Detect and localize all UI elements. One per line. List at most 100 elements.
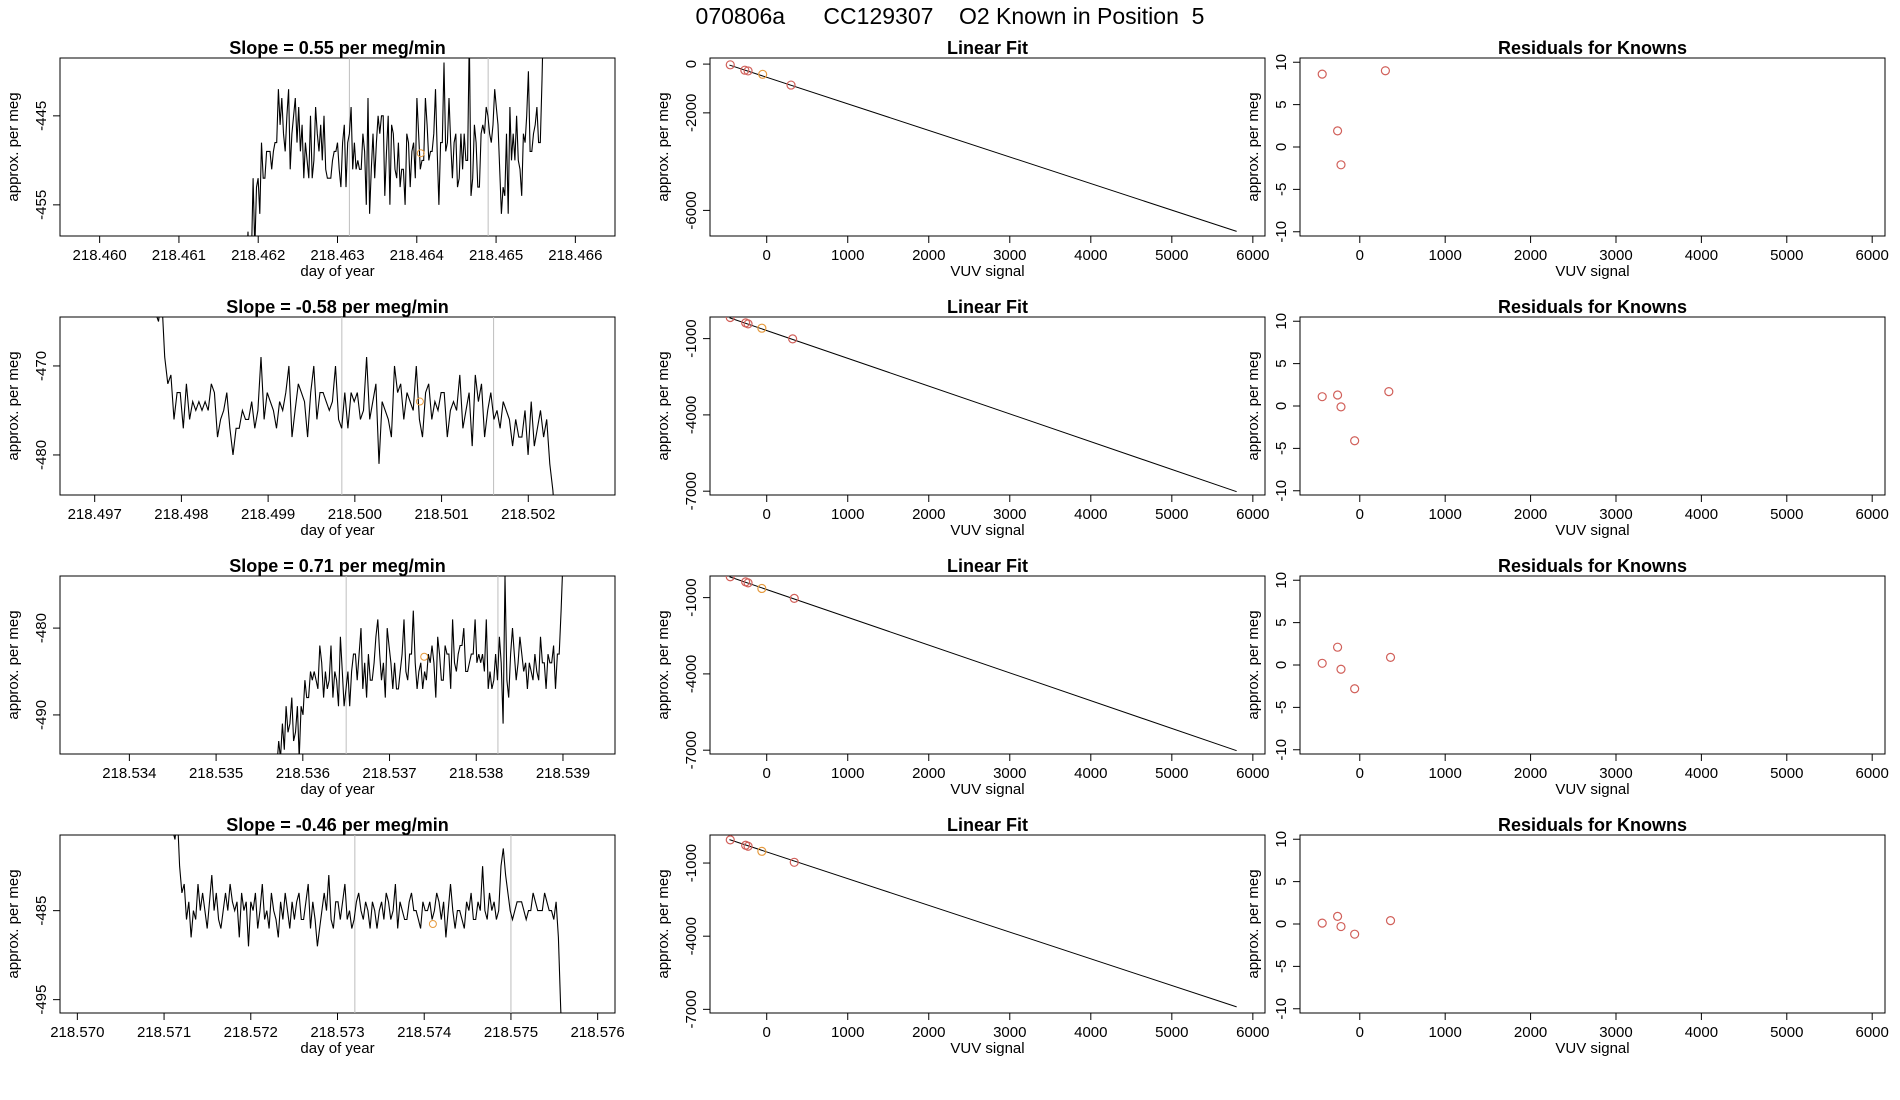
chart-title: Linear Fit <box>947 815 1028 835</box>
residual-point <box>1332 390 1343 400</box>
plot-frame <box>709 834 1266 1014</box>
chart-panel-6: Residuals for Knowns 0 1000 2000 3000 4000 500… <box>1245 297 1889 539</box>
x-tick-label: 218.501 <box>414 506 468 523</box>
x-tick-label: 1000 <box>831 765 864 782</box>
y-tick-label: 0 <box>1273 402 1290 410</box>
chart-panel-10: Slope = -0.46 per meg/min 218.570 218.571 2… <box>5 815 625 1057</box>
x-axis-label: VUV signal <box>1555 781 1629 798</box>
x-tick-label: 3000 <box>993 247 1026 264</box>
x-tick-label: 5000 <box>1155 765 1188 782</box>
y-tick-label: -495 <box>33 985 50 1015</box>
fit-line <box>729 317 1237 493</box>
x-tick-label: 6000 <box>1856 506 1889 523</box>
residual-point <box>1385 652 1396 662</box>
chart-panel-7: Slope = 0.71 per meg/min 218.534 218.535 21… <box>5 556 616 798</box>
y-tick-label: -6000 <box>683 191 700 229</box>
x-tick-label: 2000 <box>912 765 945 782</box>
y-tick-label: 5 <box>1273 877 1290 885</box>
series-line <box>277 576 563 754</box>
data-point <box>725 576 735 582</box>
chart-panel-5: Linear Fit 0 1000 2000 3000 4000 5000 6000 -1000… <box>655 297 1270 539</box>
highlight-point <box>415 397 424 406</box>
x-tick-label: 6000 <box>1236 1024 1269 1041</box>
chart-title: Slope = 0.71 per meg/min <box>229 556 446 576</box>
x-tick-label: 1000 <box>1428 1024 1461 1041</box>
chart-title: Slope = -0.58 per meg/min <box>226 297 449 317</box>
x-tick-label: 4000 <box>1685 506 1718 523</box>
x-tick-label: 218.571 <box>137 1024 191 1041</box>
y-tick-label: -5 <box>1273 701 1290 714</box>
y-axis-label: approx. per meg <box>5 610 22 719</box>
x-tick-label: 0 <box>1356 765 1364 782</box>
x-tick-label: 4000 <box>1074 765 1107 782</box>
x-tick-label: 1000 <box>1428 506 1461 523</box>
x-tick-label: 218.500 <box>328 506 382 523</box>
x-tick-label: 2000 <box>1514 506 1547 523</box>
x-tick-label: 218.465 <box>469 247 523 264</box>
highlight-point <box>420 652 429 661</box>
x-tick-label: 6000 <box>1856 765 1889 782</box>
x-tick-label: 5000 <box>1155 1024 1188 1041</box>
x-axis-label: day of year <box>300 781 374 798</box>
plot-frame <box>59 575 616 755</box>
y-tick-label: -5 <box>1273 960 1290 973</box>
x-tick-label: 218.573 <box>310 1024 364 1041</box>
y-axis-label: approx. per meg <box>5 351 22 460</box>
x-tick-label: 218.462 <box>231 247 285 264</box>
x-tick-label: 3000 <box>993 765 1026 782</box>
x-tick-label: 6000 <box>1856 1024 1889 1041</box>
x-tick-label: 5000 <box>1770 247 1803 264</box>
y-tick-label: -10 <box>1273 739 1290 761</box>
chart-title: Slope = 0.55 per meg/min <box>229 38 446 58</box>
data-point <box>789 857 799 867</box>
chart-panel-11: Linear Fit 0 1000 2000 3000 4000 5000 6000 -1000… <box>655 815 1270 1057</box>
y-tick-label: 0 <box>1273 143 1290 151</box>
x-tick-label: 218.499 <box>241 506 295 523</box>
data-point <box>740 65 750 75</box>
fit-line <box>729 576 1237 752</box>
x-tick-label: 3000 <box>1599 506 1632 523</box>
residual-point <box>1336 402 1346 412</box>
y-tick-label: -480 <box>33 613 50 643</box>
x-tick-label: 2000 <box>1514 765 1547 782</box>
plot-frame <box>1299 575 1886 755</box>
y-tick-label: -7000 <box>683 990 700 1028</box>
chart-title: Residuals for Knowns <box>1498 556 1687 576</box>
residual-point <box>1317 392 1327 402</box>
residual-point <box>1350 929 1360 939</box>
x-tick-label: 218.576 <box>571 1024 625 1041</box>
x-tick-label: 0 <box>763 506 771 523</box>
y-tick-label: -1000 <box>683 844 700 882</box>
residual-point <box>1332 911 1343 921</box>
x-tick-label: 0 <box>1356 506 1364 523</box>
plot-frame <box>1299 57 1886 237</box>
data-point <box>743 319 753 329</box>
residual-point <box>1332 126 1343 136</box>
y-tick-label: -2000 <box>683 94 700 132</box>
x-tick-label: 218.575 <box>484 1024 538 1041</box>
x-axis-label: day of year <box>300 1040 374 1057</box>
data-point <box>725 317 735 323</box>
chart-title: Linear Fit <box>947 38 1028 58</box>
y-tick-label: 10 <box>1273 54 1290 71</box>
residual-point <box>1350 684 1360 694</box>
series-line <box>247 58 544 236</box>
chart-panel-12: Residuals for Knowns 0 1000 2000 3000 4000 500… <box>1245 815 1889 1057</box>
y-tick-label: 0 <box>1273 920 1290 928</box>
x-tick-label: 218.538 <box>449 765 503 782</box>
chart-title: Residuals for Knowns <box>1498 297 1687 317</box>
chart-panel-1: Slope = 0.55 per meg/min 218.460 218.461 21… <box>5 38 616 280</box>
data-point <box>757 583 767 594</box>
chart-panel-3: Residuals for Knowns 0 1000 2000 3000 4000 500… <box>1245 38 1889 280</box>
x-tick-label: 0 <box>1356 247 1364 264</box>
x-tick-label: 3000 <box>1599 1024 1632 1041</box>
x-tick-label: 5000 <box>1155 506 1188 523</box>
x-tick-label: 4000 <box>1074 247 1107 264</box>
data-point <box>757 846 767 856</box>
y-tick-label: -485 <box>33 896 50 926</box>
chart-title: Linear Fit <box>947 556 1028 576</box>
plot-frame <box>709 57 1266 237</box>
chart-title: Linear Fit <box>947 297 1028 317</box>
x-tick-label: 3000 <box>1599 247 1632 264</box>
